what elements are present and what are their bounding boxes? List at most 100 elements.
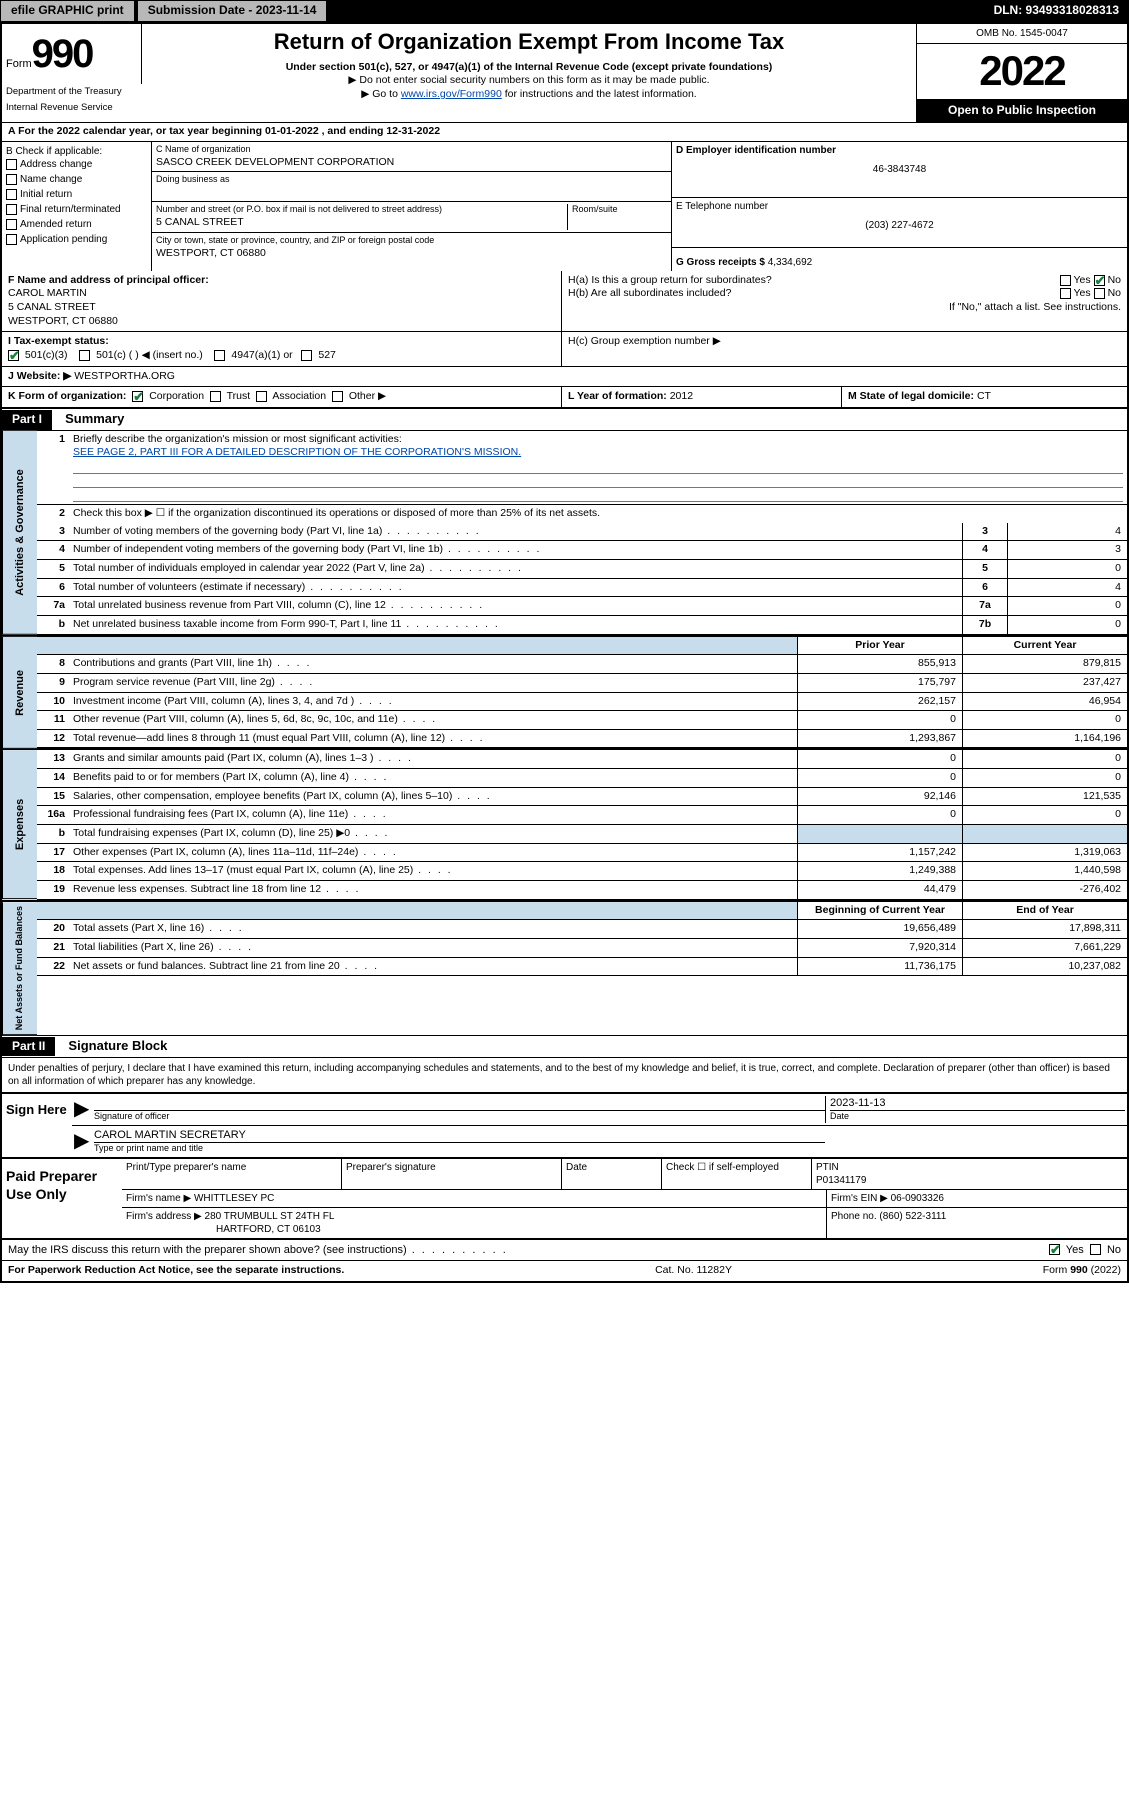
checkbox-checked-icon[interactable] [1049, 1244, 1060, 1255]
prior-val: 262,157 [797, 693, 962, 711]
hb-label: H(b) Are all subordinates included? [568, 287, 731, 301]
omb-number: OMB No. 1545-0047 [917, 24, 1127, 44]
current-val [962, 825, 1127, 843]
activities-content: 1 Briefly describe the organization's mi… [37, 431, 1127, 635]
prep-check: Check ☐ if self-employed [662, 1159, 812, 1189]
opt-527: 527 [318, 349, 336, 361]
checkbox-checked-icon[interactable] [8, 350, 19, 361]
prior-val: 1,293,867 [797, 730, 962, 748]
checkbox-icon[interactable] [1094, 288, 1105, 299]
line-num: 13 [37, 750, 69, 768]
col-d-right: D Employer identification number 46-3843… [672, 142, 1127, 271]
line-num: 5 [37, 560, 69, 578]
date-box: 2023-11-13 Date [825, 1096, 1125, 1123]
checkbox-icon[interactable] [1060, 288, 1071, 299]
phone-label: E Telephone number [676, 200, 1123, 213]
line-num: 18 [37, 862, 69, 880]
line-box: 5 [962, 560, 1007, 578]
line-num: 10 [37, 693, 69, 711]
prior-val: 0 [797, 769, 962, 787]
form-sub3: ▶ Go to www.irs.gov/Form990 for instruct… [150, 88, 908, 102]
summary-line: 3 Number of voting members of the govern… [37, 523, 1127, 542]
opt-501c3: 501(c)(3) [25, 349, 68, 361]
efile-graphic-btn[interactable]: efile GRAPHIC print [0, 0, 135, 22]
mission-text[interactable]: SEE PAGE 2, PART III FOR A DETAILED DESC… [73, 446, 1123, 460]
ck-address[interactable]: Address change [6, 158, 147, 171]
line-val: 4 [1007, 523, 1127, 541]
phone-cell: E Telephone number (203) 227-4672 [672, 198, 1127, 248]
underline [73, 488, 1123, 502]
part1-header: Part I Summary [2, 409, 1127, 431]
form990-link[interactable]: www.irs.gov/Form990 [401, 88, 502, 100]
website-label: J Website: ▶ [8, 370, 74, 382]
tax-year: 2022 [917, 44, 1127, 99]
line-text: Program service revenue (Part VIII, line… [69, 674, 797, 692]
sig-row1: ▶ Signature of officer 2023-11-13 Date [72, 1094, 1127, 1126]
part1-title: Summary [55, 409, 134, 430]
line-text: Other revenue (Part VIII, column (A), li… [69, 711, 797, 729]
officer-name-val: CAROL MARTIN SECRETARY [94, 1128, 825, 1142]
ck-pending[interactable]: Application pending [6, 233, 147, 246]
current-val: 0 [962, 769, 1127, 787]
submission-date-btn[interactable]: Submission Date - 2023-11-14 [137, 0, 328, 22]
current-val: 1,319,063 [962, 844, 1127, 862]
checkbox-icon[interactable] [210, 391, 221, 402]
summary-line: b Total fundraising expenses (Part IX, c… [37, 825, 1127, 844]
checkbox-icon[interactable] [1060, 275, 1071, 286]
line-box: 4 [962, 541, 1007, 559]
preparer-fields: Print/Type preparer's name Preparer's si… [122, 1159, 1127, 1238]
ck-name[interactable]: Name change [6, 173, 147, 186]
hdr-blank [37, 637, 69, 655]
sig-fields: ▶ Signature of officer 2023-11-13 Date ▶… [72, 1094, 1127, 1157]
prep-date-hdr: Date [562, 1159, 662, 1189]
l-value: 2012 [670, 390, 693, 402]
city-value: WESTPORT, CT 06880 [156, 247, 667, 261]
sig-row2: ▶ CAROL MARTIN SECRETARY Type or print n… [72, 1126, 1127, 1157]
opt-501c: 501(c) ( ) ◀ (insert no.) [96, 349, 203, 361]
summary-line: 16a Professional fundraising fees (Part … [37, 806, 1127, 825]
current-val: -276,402 [962, 881, 1127, 899]
line-num: 8 [37, 655, 69, 673]
form-org-cell: K Form of organization: Corporation Trus… [2, 387, 562, 407]
checkbox-icon [6, 159, 17, 170]
hdr-blank [69, 637, 797, 655]
ck-initial[interactable]: Initial return [6, 188, 147, 201]
officer-sig-box: Signature of officer [94, 1096, 825, 1123]
col-headers: Prior Year Current Year [37, 637, 1127, 656]
officer-sig-label: Signature of officer [94, 1110, 825, 1123]
officer-street: 5 CANAL STREET [8, 301, 555, 315]
line-text: Total revenue—add lines 8 through 11 (mu… [69, 730, 797, 748]
ha-row: H(a) Is this a group return for subordin… [568, 274, 1121, 288]
website-value: WESTPORTHA.ORG [74, 370, 175, 382]
ein-value: 46-3843748 [676, 157, 1123, 176]
section-a: A For the 2022 calendar year, or tax yea… [2, 123, 1127, 142]
checkbox-icon[interactable] [1090, 1244, 1101, 1255]
line-text: Total number of individuals employed in … [69, 560, 962, 578]
domicile-cell: M State of legal domicile: CT [842, 387, 1127, 407]
ck-final[interactable]: Final return/terminated [6, 203, 147, 216]
checkbox-checked-icon[interactable] [1094, 275, 1105, 286]
checkbox-icon[interactable] [214, 350, 225, 361]
part2-badge: Part II [2, 1037, 55, 1057]
irs-label: Internal Revenue Service [2, 100, 142, 116]
checkbox-icon[interactable] [256, 391, 267, 402]
checkbox-checked-icon[interactable] [132, 391, 143, 402]
line-num: 15 [37, 788, 69, 806]
opt-4947: 4947(a)(1) or [231, 349, 292, 361]
row-j: J Website: ▶ WESTPORTHA.ORG [2, 367, 1127, 388]
hdr-blank [69, 902, 797, 920]
form-number: 990 [32, 32, 93, 76]
checkbox-icon[interactable] [79, 350, 90, 361]
line-text: Contributions and grants (Part VIII, lin… [69, 655, 797, 673]
line-num: 16a [37, 806, 69, 824]
sub3-post: for instructions and the latest informat… [502, 88, 697, 100]
current-val: 1,164,196 [962, 730, 1127, 748]
line-text: Salaries, other compensation, employee b… [69, 788, 797, 806]
checkbox-icon[interactable] [332, 391, 343, 402]
dba-label: Doing business as [156, 174, 667, 186]
street-box: Number and street (or P.O. box if mail i… [156, 204, 567, 229]
formation-cell: L Year of formation: 2012 [562, 387, 842, 407]
firm-name-cell: Firm's name ▶ WHITTLESEY PC [122, 1190, 827, 1207]
ck-amended[interactable]: Amended return [6, 218, 147, 231]
checkbox-icon[interactable] [301, 350, 312, 361]
